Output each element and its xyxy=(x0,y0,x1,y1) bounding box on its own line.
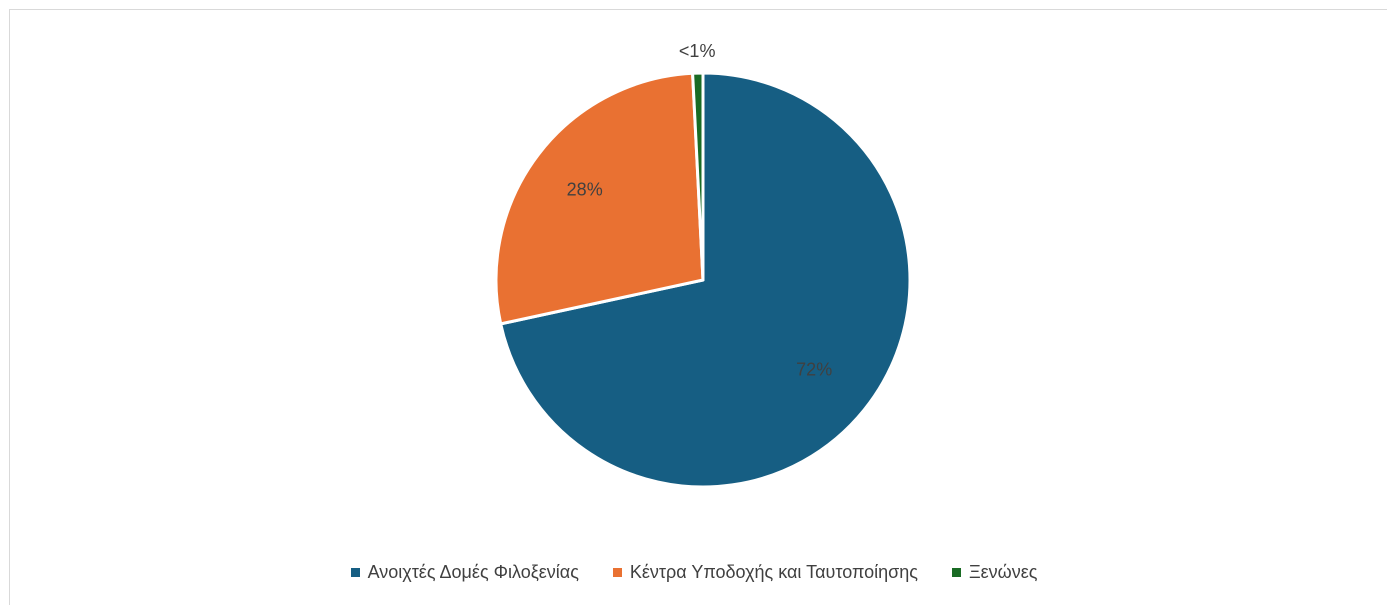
legend-label-2: Κέντρα Υποδοχής και Ταυτοποίησης xyxy=(629,562,918,582)
pie-slice-2 xyxy=(494,71,705,326)
pie-data-labels: 72% 28% <1% xyxy=(567,41,833,380)
legend-label-1: Ανοιχτές Δομές Φιλοξενίας xyxy=(367,562,579,582)
data-label-3: <1% xyxy=(679,41,716,61)
legend-swatch-2 xyxy=(612,568,622,577)
legend-label-3: Ξενώνες xyxy=(968,562,1038,582)
data-label-1: 72% xyxy=(796,360,832,380)
legend-swatch-3 xyxy=(951,568,961,577)
data-label-2: 28% xyxy=(567,179,603,199)
legend-item-1: Ανοιχτές Δομές Φιλοξενίας xyxy=(350,562,579,583)
legend-swatch-1 xyxy=(350,568,360,577)
pie-slice-1 xyxy=(499,71,912,489)
pie-slices xyxy=(494,71,912,489)
pie-slice-3 xyxy=(691,71,705,282)
legend-item-3: Ξενώνες xyxy=(951,562,1038,583)
legend: Ανοιχτές Δομές Φιλοξενίας Κέντρα Υποδοχής… xyxy=(0,562,1388,583)
legend-item-2: Κέντρα Υποδοχής και Ταυτοποίησης xyxy=(612,562,918,583)
